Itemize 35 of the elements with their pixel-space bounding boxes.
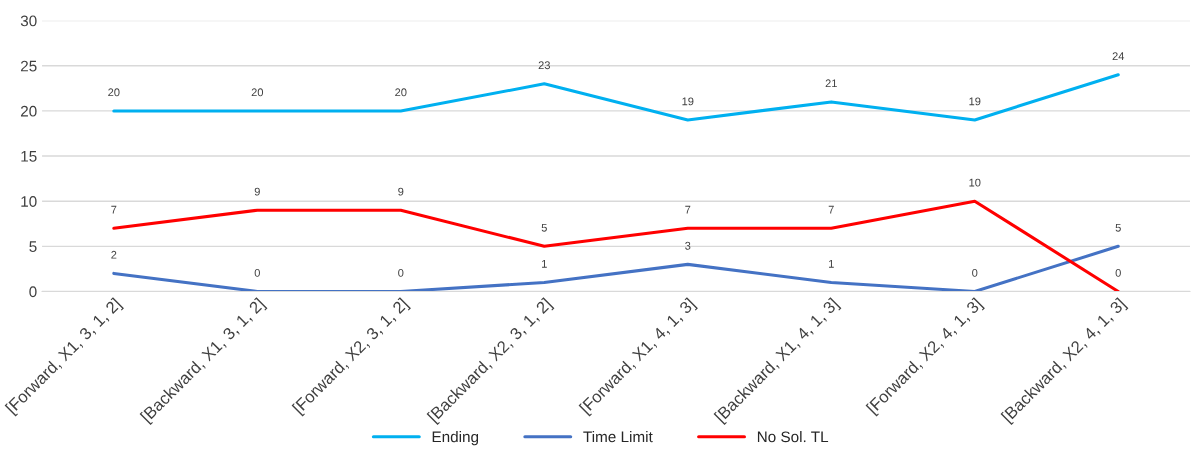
data-label: 1	[829, 259, 834, 268]
y-tick-label: 20	[20, 105, 37, 117]
line-series	[112, 199, 1120, 292]
data-label: 19	[682, 97, 694, 106]
y-tick-label: 25	[20, 60, 37, 72]
y-tick-label: 5	[29, 241, 37, 253]
data-label: 2	[111, 250, 117, 259]
data-label: 10	[969, 178, 981, 187]
data-label: 5	[1115, 223, 1121, 232]
data-label: 0	[1115, 268, 1121, 277]
data-label: 19	[969, 97, 981, 106]
legend-label: Time Limit	[583, 431, 653, 443]
data-label: 1	[542, 259, 547, 268]
data-label: 5	[541, 223, 547, 232]
data-label: 7	[685, 205, 691, 214]
data-label: 20	[395, 88, 407, 97]
data-label: 24	[1112, 52, 1125, 61]
data-label: 20	[251, 88, 264, 97]
legend-label: No Sol. TL	[757, 431, 829, 443]
data-label: 0	[972, 268, 978, 277]
data-label: 23	[538, 61, 550, 70]
data-label: 21	[825, 79, 837, 88]
data-label: 20	[108, 88, 120, 97]
data-label: 7	[828, 205, 834, 214]
data-label: 7	[111, 205, 117, 214]
y-tick-label: 15	[21, 151, 37, 162]
data-label: 9	[254, 187, 260, 196]
data-label: 3	[685, 241, 691, 250]
data-label: 0	[254, 268, 260, 277]
data-label: 0	[398, 268, 404, 277]
legend-label: Ending	[432, 431, 479, 446]
y-tick-label: 0	[29, 286, 37, 298]
y-tick-label: 30	[20, 15, 37, 27]
y-tick-label: 10	[21, 196, 37, 207]
data-label: 9	[398, 187, 404, 196]
